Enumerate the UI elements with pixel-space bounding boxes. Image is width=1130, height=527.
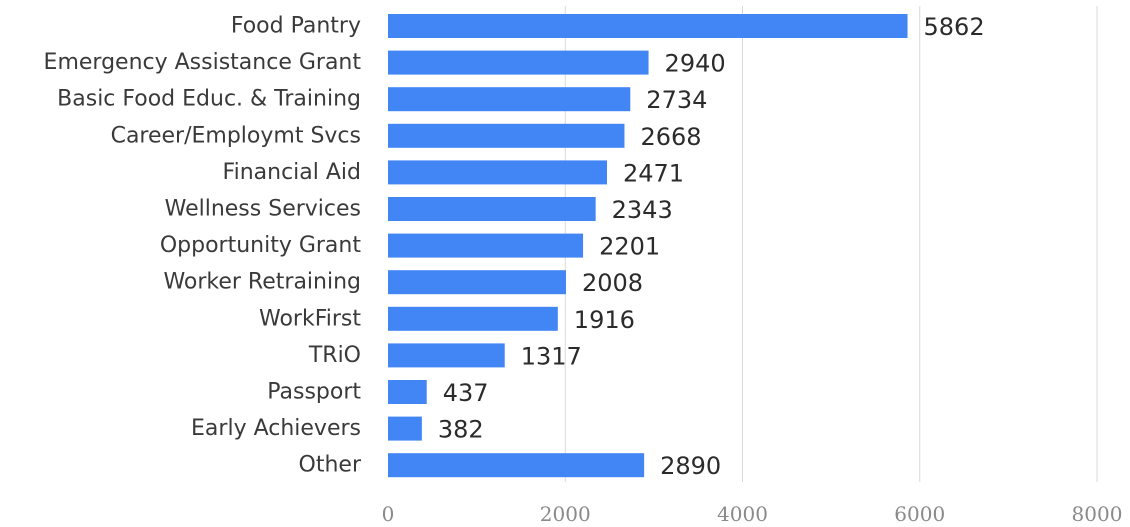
- category-label: Wellness Services: [165, 197, 361, 222]
- bar-10: [388, 380, 427, 404]
- value-label: 2008: [582, 269, 643, 297]
- value-label: 382: [438, 416, 484, 444]
- value-label: 1916: [574, 306, 635, 334]
- x-tick-label: 6000: [894, 502, 945, 526]
- x-tick-label: 4000: [717, 502, 768, 526]
- category-label: Financial Aid: [223, 160, 361, 185]
- labels: Food Pantry 5862 Emergency Assistance Gran…: [44, 13, 985, 480]
- bar-11: [388, 416, 422, 441]
- category-label: Career/Employmt Svcs: [111, 123, 361, 148]
- bar-9: [388, 343, 505, 368]
- bar-7: [388, 270, 566, 295]
- x-tick-label: 0: [382, 502, 395, 526]
- value-label: 2890: [660, 452, 721, 480]
- category-label: Emergency Assistance Grant: [44, 50, 362, 75]
- category-label: Other: [299, 453, 362, 478]
- value-label: 5862: [924, 13, 985, 41]
- bar-8: [388, 306, 558, 331]
- bar-5: [388, 197, 596, 221]
- value-label: 2940: [665, 50, 726, 78]
- category-label: Opportunity Grant: [160, 233, 362, 258]
- bar-12: [388, 453, 645, 478]
- value-label: 2343: [612, 196, 673, 224]
- category-label: Worker Retraining: [163, 270, 361, 295]
- category-label: TRiO: [308, 343, 361, 368]
- bar-6: [388, 233, 584, 258]
- category-label: Passport: [267, 380, 361, 405]
- x-axis-ticks: 0 2000 4000 6000 8000: [382, 502, 1123, 526]
- category-label: Early Achievers: [191, 416, 361, 441]
- bar-1: [388, 50, 649, 75]
- value-label: 2668: [640, 123, 701, 151]
- bar-4: [388, 160, 607, 185]
- bar-3: [388, 123, 625, 148]
- value-label: 2201: [599, 233, 660, 261]
- x-tick-label: 8000: [1072, 502, 1123, 526]
- bars: [388, 14, 908, 478]
- category-label: WorkFirst: [259, 306, 361, 331]
- value-label: 2471: [623, 159, 684, 187]
- x-tick-label: 2000: [540, 502, 591, 526]
- category-label: Basic Food Educ. & Training: [57, 87, 361, 112]
- category-label: Food Pantry: [231, 14, 361, 39]
- value-label: 437: [443, 379, 489, 407]
- value-label: 1317: [521, 342, 582, 370]
- bar-0: [388, 14, 908, 38]
- bar-2: [388, 87, 631, 112]
- value-label: 2734: [646, 86, 707, 114]
